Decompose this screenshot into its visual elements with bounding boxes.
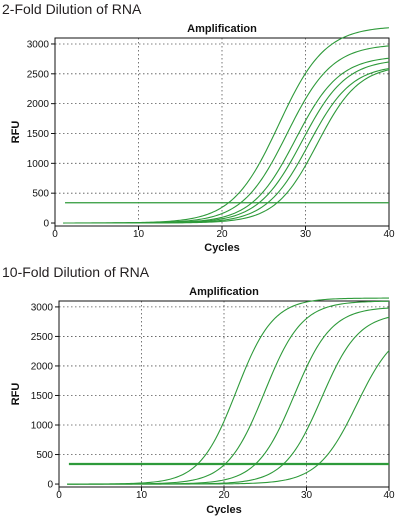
amplification-curve-3 — [67, 307, 390, 485]
x-tick-label: 20 — [218, 490, 230, 501]
amplification-curve-5 — [63, 67, 390, 224]
y-tick-label: 1500 — [31, 391, 54, 402]
chart-title: Amplification — [189, 286, 259, 298]
chart-2fold: Amplification 0 500 1000 1500 2000 2500 3000 0 10… — [10, 23, 395, 254]
x-tick-label: 20 — [216, 229, 228, 240]
amplification-curve-6 — [63, 69, 390, 224]
y-axis-label: RFU — [10, 121, 22, 144]
y-tick-label: 2500 — [27, 69, 50, 80]
x-tick-label: 30 — [300, 229, 312, 240]
y-tick-label: 2500 — [31, 332, 54, 343]
chart-10fold: Amplification 0 500 1000 1500 2000 2500 3000 0 10… — [10, 286, 395, 516]
amplification-curve-2 — [63, 45, 390, 224]
amplification-curve-2 — [67, 300, 390, 485]
x-axis-label: Cycles — [204, 242, 239, 254]
amplification-curve-4 — [67, 316, 390, 485]
chart-title: Amplification — [187, 23, 257, 35]
x-tick-label: 40 — [383, 490, 395, 501]
y-axis-label: RFU — [10, 383, 22, 406]
y-tick-label: 0 — [43, 219, 49, 230]
y-tick-label: 1000 — [27, 159, 50, 170]
y-tick-label: 0 — [47, 480, 53, 491]
amplification-curve-5 — [67, 350, 390, 485]
y-tick-label: 3000 — [31, 302, 54, 313]
x-axis-label: Cycles — [206, 504, 241, 516]
y-tick-label: 1000 — [31, 421, 54, 432]
amplification-curve-1 — [67, 297, 390, 485]
amplification-curve-1 — [63, 27, 390, 224]
y-tick-label: 500 — [32, 189, 49, 200]
panel-heading-10fold: 10-Fold Dilution of RNA — [2, 264, 150, 280]
y-tick-label: 1500 — [27, 129, 50, 140]
y-tick-label: 500 — [36, 450, 53, 461]
y-tick-label: 3000 — [27, 39, 50, 50]
x-tick-label: 40 — [383, 229, 395, 240]
x-tick-label: 10 — [136, 490, 148, 501]
amplification-curve-4 — [63, 61, 390, 224]
x-tick-label: 10 — [133, 229, 145, 240]
y-tick-label: 2000 — [31, 361, 54, 372]
x-tick-label: 0 — [52, 229, 58, 240]
y-tick-label: 2000 — [27, 99, 50, 110]
x-tick-label: 30 — [301, 490, 313, 501]
x-tick-label: 0 — [56, 490, 62, 501]
panel-heading-2fold: 2-Fold Dilution of RNA — [2, 1, 142, 17]
